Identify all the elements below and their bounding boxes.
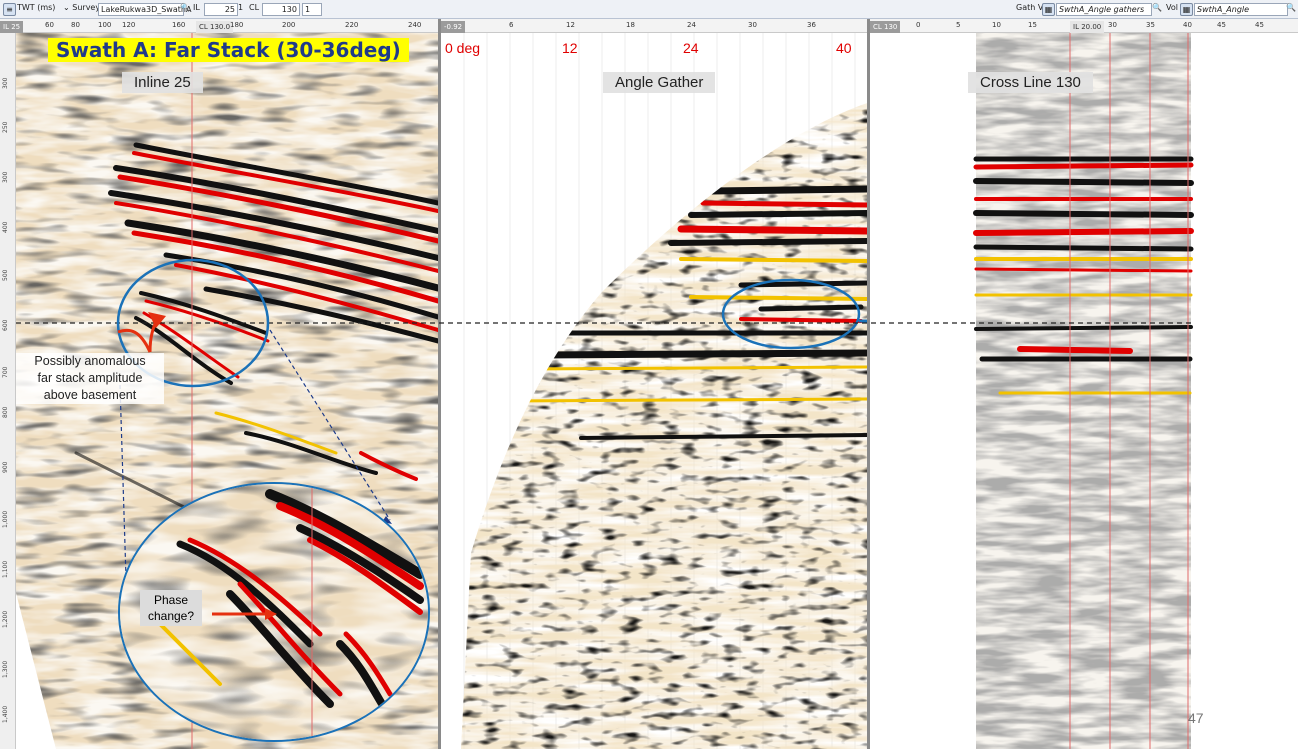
crossline-seismic-panel[interactable] xyxy=(870,33,1298,749)
gather-axis-ruler: -0.92 6 12 18 24 30 36 xyxy=(441,19,867,34)
tick-label: 0 xyxy=(916,21,921,29)
crossline-seismic-image xyxy=(870,33,1298,749)
tick-label: 160 xyxy=(172,21,186,29)
tick-label: 240 xyxy=(408,21,422,29)
gath-vol-field[interactable]: SwthA_Angle gathers xyxy=(1056,3,1152,16)
angle-label-12: 12 xyxy=(562,40,578,56)
note-line: above basement xyxy=(43,388,137,402)
cl-position-tag: CL 130.0 xyxy=(196,21,234,34)
survey-label: ⌄ Survey xyxy=(63,3,101,12)
tick-label: 30 xyxy=(748,21,757,29)
page-number: 47 xyxy=(1188,710,1204,726)
tick-label: 10 xyxy=(992,21,1001,29)
slide-title: Swath A: Far Stack (30-36deg) xyxy=(48,38,409,62)
tick-label: 200 xyxy=(282,21,296,29)
tick-label: 15 xyxy=(1028,21,1037,29)
angle-gather-panel[interactable] xyxy=(441,33,867,749)
gather-highlight-ellipse xyxy=(721,278,861,350)
angle-label-24: 24 xyxy=(683,40,699,56)
il-position-tag: IL 20.00 xyxy=(1070,21,1105,34)
tick-label: 5 xyxy=(956,21,961,29)
crossline-label: Cross Line 130 xyxy=(968,72,1093,93)
gather-tag: -0.92 xyxy=(441,21,466,34)
volume-icon: ▦ xyxy=(1042,3,1055,16)
crossline-axis-ruler: CL 130 0 5 10 15 IL 20.00 30 35 40 45 45 xyxy=(870,19,1298,34)
cl-input[interactable]: 130 xyxy=(262,3,300,16)
stack-volume-icon: ▦ xyxy=(1180,3,1193,16)
gather-label: Angle Gather xyxy=(603,72,716,93)
tick-label: 18 xyxy=(626,21,635,29)
vol-search-icon[interactable]: 🔍 xyxy=(1286,3,1296,12)
angle-label-0: 0 deg xyxy=(445,40,481,56)
tick-label: 45 xyxy=(1255,21,1264,29)
phase-change-note: Phase change? xyxy=(140,590,202,626)
viewer-toolbar: ≡ TWT (ms) ⌄ Survey LakeRukwa3D_SwathA 🔍… xyxy=(0,0,1298,19)
inline-axis-ruler: IL 25 CL 130.0 60 80 100 120 160 180 200… xyxy=(0,19,438,34)
anomaly-note: Possibly anomalous far stack amplitude a… xyxy=(16,353,164,404)
tick-label: 45 xyxy=(1217,21,1226,29)
panel-splitter[interactable] xyxy=(438,19,441,749)
inline-tag: IL 25 xyxy=(0,21,24,34)
inline-label: Inline 25 xyxy=(122,72,203,93)
tick-label: 30 xyxy=(1108,21,1117,29)
tick-label: 24 xyxy=(687,21,696,29)
angle-label-40: 40 xyxy=(836,40,852,56)
gath-vol-label: Gath Vol xyxy=(1016,3,1050,12)
note-line: far stack amplitude xyxy=(37,371,143,385)
cl-label: CL xyxy=(249,3,260,12)
domain-icon[interactable]: ≡ xyxy=(3,3,16,16)
tick-label: 220 xyxy=(345,21,359,29)
gath-search-icon[interactable]: 🔍 xyxy=(1152,3,1162,12)
tick-label: 36 xyxy=(807,21,816,29)
vol-label: Vol xyxy=(1166,3,1178,12)
crossline-tag: CL 130 xyxy=(870,21,901,34)
note-line: Possibly anomalous xyxy=(34,354,146,368)
il-input[interactable]: 25 xyxy=(204,3,238,16)
tick-label: 40 xyxy=(1183,21,1192,29)
survey-field[interactable]: LakeRukwa3D_SwathA xyxy=(98,3,191,16)
tick-label: 180 xyxy=(230,21,244,29)
search-icon[interactable]: 🔍 xyxy=(180,3,190,12)
il-label: IL xyxy=(193,3,200,12)
tick-label: 6 xyxy=(509,21,514,29)
tick-label: 12 xyxy=(566,21,575,29)
tick-label: 80 xyxy=(71,21,80,29)
tick-label: 120 xyxy=(122,21,136,29)
phase-line: change? xyxy=(147,609,195,623)
vol-field[interactable]: SwthA_Angle stacks_SwthA_30-36 xyxy=(1194,3,1288,16)
angle-gather-image xyxy=(441,33,867,749)
phase-line: Phase xyxy=(153,593,189,607)
domain-dropdown[interactable]: TWT (ms) xyxy=(17,3,56,12)
panel-splitter[interactable] xyxy=(867,19,870,749)
time-axis-ruler: 300 250 300 400 500 600 700 800 900 1,00… xyxy=(0,33,16,749)
cl-step[interactable]: 1 xyxy=(302,3,322,16)
tick-label: 35 xyxy=(1146,21,1155,29)
tick-label: 100 xyxy=(98,21,112,29)
il-step[interactable]: 1 xyxy=(238,3,244,12)
tick-label: 60 xyxy=(45,21,54,29)
